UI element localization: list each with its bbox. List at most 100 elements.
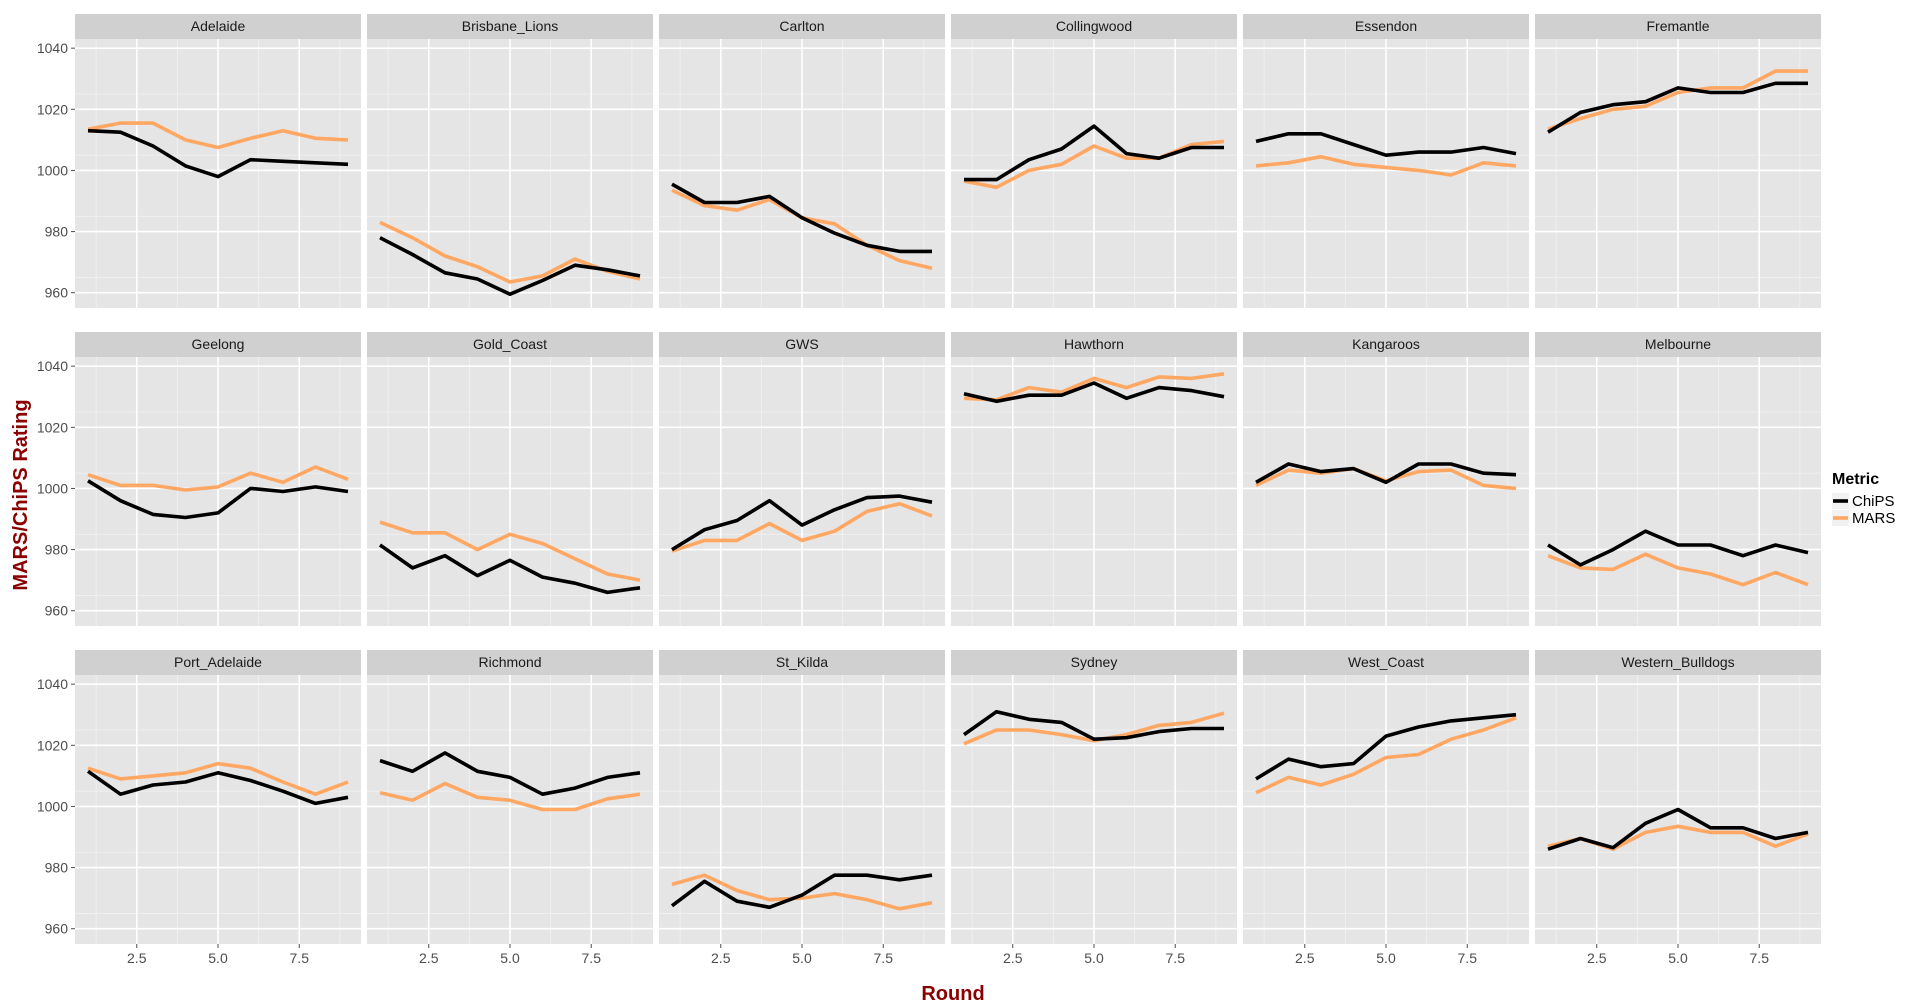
series-line-mars-st-kilda — [671, 873, 933, 911]
y-axis-title: MARS/ChiPS Rating — [10, 399, 32, 590]
panel-hawthorn: Hawthorn — [951, 332, 1237, 626]
panel-title: GWS — [785, 336, 818, 352]
y-tick-label: 980 — [45, 860, 69, 876]
series-line-mars-melbourne — [1547, 552, 1809, 587]
y-tick-label: 1020 — [37, 419, 68, 435]
panel-strip — [1535, 650, 1821, 675]
panel-strip — [659, 332, 945, 357]
series-line-chips-carlton — [671, 182, 932, 254]
series-line-mars-adelaide — [87, 121, 349, 150]
panel-melbourne: Melbourne — [1535, 332, 1821, 626]
y-tick-label: 1040 — [37, 40, 68, 56]
x-tick-label: 5.0 — [500, 950, 520, 966]
panel-title: St_Kilda — [776, 654, 828, 670]
panel-geelong: Geelong 960 980 1000 1020 1040 — [37, 332, 361, 626]
x-tick-label: 2.5 — [1587, 950, 1607, 966]
panel-strip — [1243, 650, 1529, 675]
panel-title: Geelong — [192, 336, 245, 352]
series-line-chips-brisbane-lions — [379, 236, 641, 297]
y-tick-label: 960 — [45, 921, 69, 937]
y-tick-label: 980 — [45, 224, 69, 240]
y-tick-label: 1020 — [37, 737, 68, 753]
panel-strip — [951, 332, 1237, 357]
series-line-chips-gold-coast — [378, 543, 641, 595]
panel-strip — [951, 650, 1237, 675]
panel-strip — [1535, 332, 1821, 357]
series-line-mars-gws — [671, 501, 933, 553]
panel-title: Sydney — [1071, 654, 1118, 670]
panel-brisbane-lions: Brisbane_Lions — [367, 14, 653, 308]
panel-strip — [1535, 14, 1821, 39]
x-tick-label: 7.5 — [1458, 950, 1478, 966]
panel-richmond: Richmond 2.5 5.0 7.5 — [367, 650, 653, 966]
panel-title: Kangaroos — [1352, 336, 1420, 352]
series-line-chips-gws — [671, 494, 933, 552]
panel-gold-coast: Gold_Coast — [367, 332, 653, 626]
panel-carlton: Carlton — [659, 14, 945, 308]
panel-title: Port_Adelaide — [174, 654, 262, 670]
panel-title: Fremantle — [1646, 18, 1709, 34]
panel-fremantle: Fremantle — [1535, 14, 1821, 308]
y-tick-label: 1020 — [37, 101, 68, 117]
x-tick-label: 7.5 — [1750, 950, 1770, 966]
y-tick-label: 1040 — [37, 358, 68, 374]
x-tick-label: 5.0 — [1668, 950, 1688, 966]
x-tick-label: 7.5 — [874, 950, 894, 966]
series-line-mars-port-adelaide — [87, 761, 349, 797]
series-line-chips-adelaide — [87, 128, 349, 179]
x-tick-label: 2.5 — [127, 950, 147, 966]
panel-kangaroos: Kangaroos — [1243, 332, 1529, 626]
series-line-chips-port-adelaide — [86, 769, 349, 806]
panel-strip — [659, 650, 945, 675]
series-line-chips-collingwood — [964, 124, 1224, 182]
series-line-mars-fremantle — [1547, 69, 1808, 131]
panel-strip — [1243, 332, 1529, 357]
series-line-chips-richmond — [379, 751, 641, 797]
panel-port-adelaide: Port_Adelaide 960 980 1000 1020 1040 2.5 5.0 7.5 — [37, 650, 361, 966]
panel-title: Gold_Coast — [473, 336, 547, 352]
legend-title: Metric — [1832, 471, 1879, 488]
panel-strip — [367, 650, 653, 675]
panel-gws: GWS — [659, 332, 945, 626]
panel-title: Brisbane_Lions — [462, 18, 559, 34]
panel-title: Adelaide — [191, 18, 246, 34]
y-tick-label: 1000 — [37, 162, 68, 178]
panel-strip — [659, 14, 945, 39]
panel-western-bulldogs: Western_Bulldogs 2.5 5.0 7.5 — [1535, 650, 1821, 966]
series-line-chips-fremantle — [1547, 81, 1808, 134]
panel-strip — [75, 14, 361, 39]
x-tick-label: 7.5 — [290, 950, 310, 966]
series-line-mars-gold-coast — [379, 520, 641, 582]
x-tick-label: 2.5 — [711, 950, 731, 966]
panel-title: Melbourne — [1645, 336, 1711, 352]
panel-strip — [367, 332, 653, 357]
panel-strip — [75, 332, 361, 357]
x-tick-label: 5.0 — [792, 950, 812, 966]
series-line-chips-sydney — [962, 709, 1224, 742]
y-tick-label: 960 — [45, 285, 69, 301]
series-line-chips-geelong — [87, 479, 349, 520]
panels-layer: Adelaide 960 980 1000 1020 1040 Brisbane_Lions… — [37, 14, 1821, 966]
x-tick-label: 5.0 — [208, 950, 228, 966]
legend-label-chips: ChiPS — [1852, 493, 1895, 510]
panel-west-coast: West_Coast 2.5 5.0 7.5 — [1243, 650, 1529, 966]
panel-title: Hawthorn — [1064, 336, 1124, 352]
series-line-mars-west-coast — [1255, 716, 1517, 795]
panel-sydney: Sydney 2.5 5.0 7.5 — [951, 650, 1237, 966]
x-tick-label: 7.5 — [582, 950, 602, 966]
x-tick-label: 2.5 — [1003, 950, 1023, 966]
panel-adelaide: Adelaide 960 980 1000 1020 1040 — [37, 14, 361, 308]
series-line-mars-richmond — [379, 781, 641, 812]
series-line-mars-collingwood — [963, 139, 1225, 190]
series-line-chips-hawthorn — [963, 381, 1225, 404]
series-line-mars-geelong — [87, 465, 349, 492]
series-line-chips-essendon — [1255, 132, 1517, 157]
x-tick-label: 5.0 — [1084, 950, 1104, 966]
panel-strip — [75, 650, 361, 675]
y-tick-label: 1000 — [37, 480, 68, 496]
x-tick-label: 5.0 — [1376, 950, 1396, 966]
series-line-chips-melbourne — [1547, 529, 1809, 567]
